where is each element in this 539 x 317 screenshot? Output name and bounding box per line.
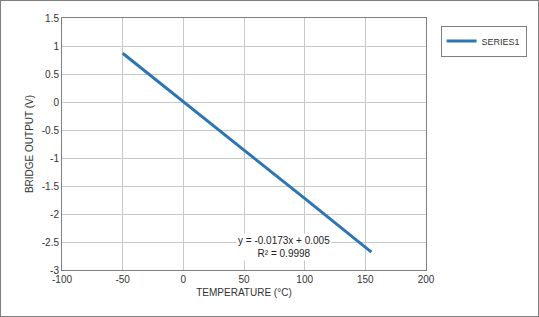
- svg-text:0: 0: [53, 97, 59, 108]
- svg-text:y = -0.0173x + 0.005R² = 0.999: y = -0.0173x + 0.005R² = 0.9998: [238, 235, 330, 259]
- svg-text:0.5: 0.5: [45, 69, 59, 80]
- svg-text:-100: -100: [52, 274, 72, 285]
- svg-text:-1.5: -1.5: [42, 181, 60, 192]
- svg-text:-2: -2: [50, 209, 59, 220]
- svg-text:-3: -3: [50, 265, 59, 276]
- svg-text:1: 1: [53, 41, 59, 52]
- svg-text:SERIES1: SERIES1: [482, 37, 520, 47]
- svg-text:1.5: 1.5: [45, 13, 59, 24]
- svg-text:TEMPERATURE (°C): TEMPERATURE (°C): [196, 287, 291, 298]
- svg-text:-2.5: -2.5: [42, 237, 60, 248]
- svg-text:200: 200: [418, 274, 435, 285]
- svg-text:50: 50: [238, 274, 250, 285]
- svg-text:BRIDGE OUTPUT (V): BRIDGE OUTPUT (V): [24, 95, 35, 193]
- svg-text:0: 0: [181, 274, 187, 285]
- svg-text:-50: -50: [115, 274, 130, 285]
- svg-text:-0.5: -0.5: [42, 125, 60, 136]
- svg-text:150: 150: [357, 274, 374, 285]
- svg-text:-1: -1: [50, 153, 59, 164]
- svg-text:100: 100: [296, 274, 313, 285]
